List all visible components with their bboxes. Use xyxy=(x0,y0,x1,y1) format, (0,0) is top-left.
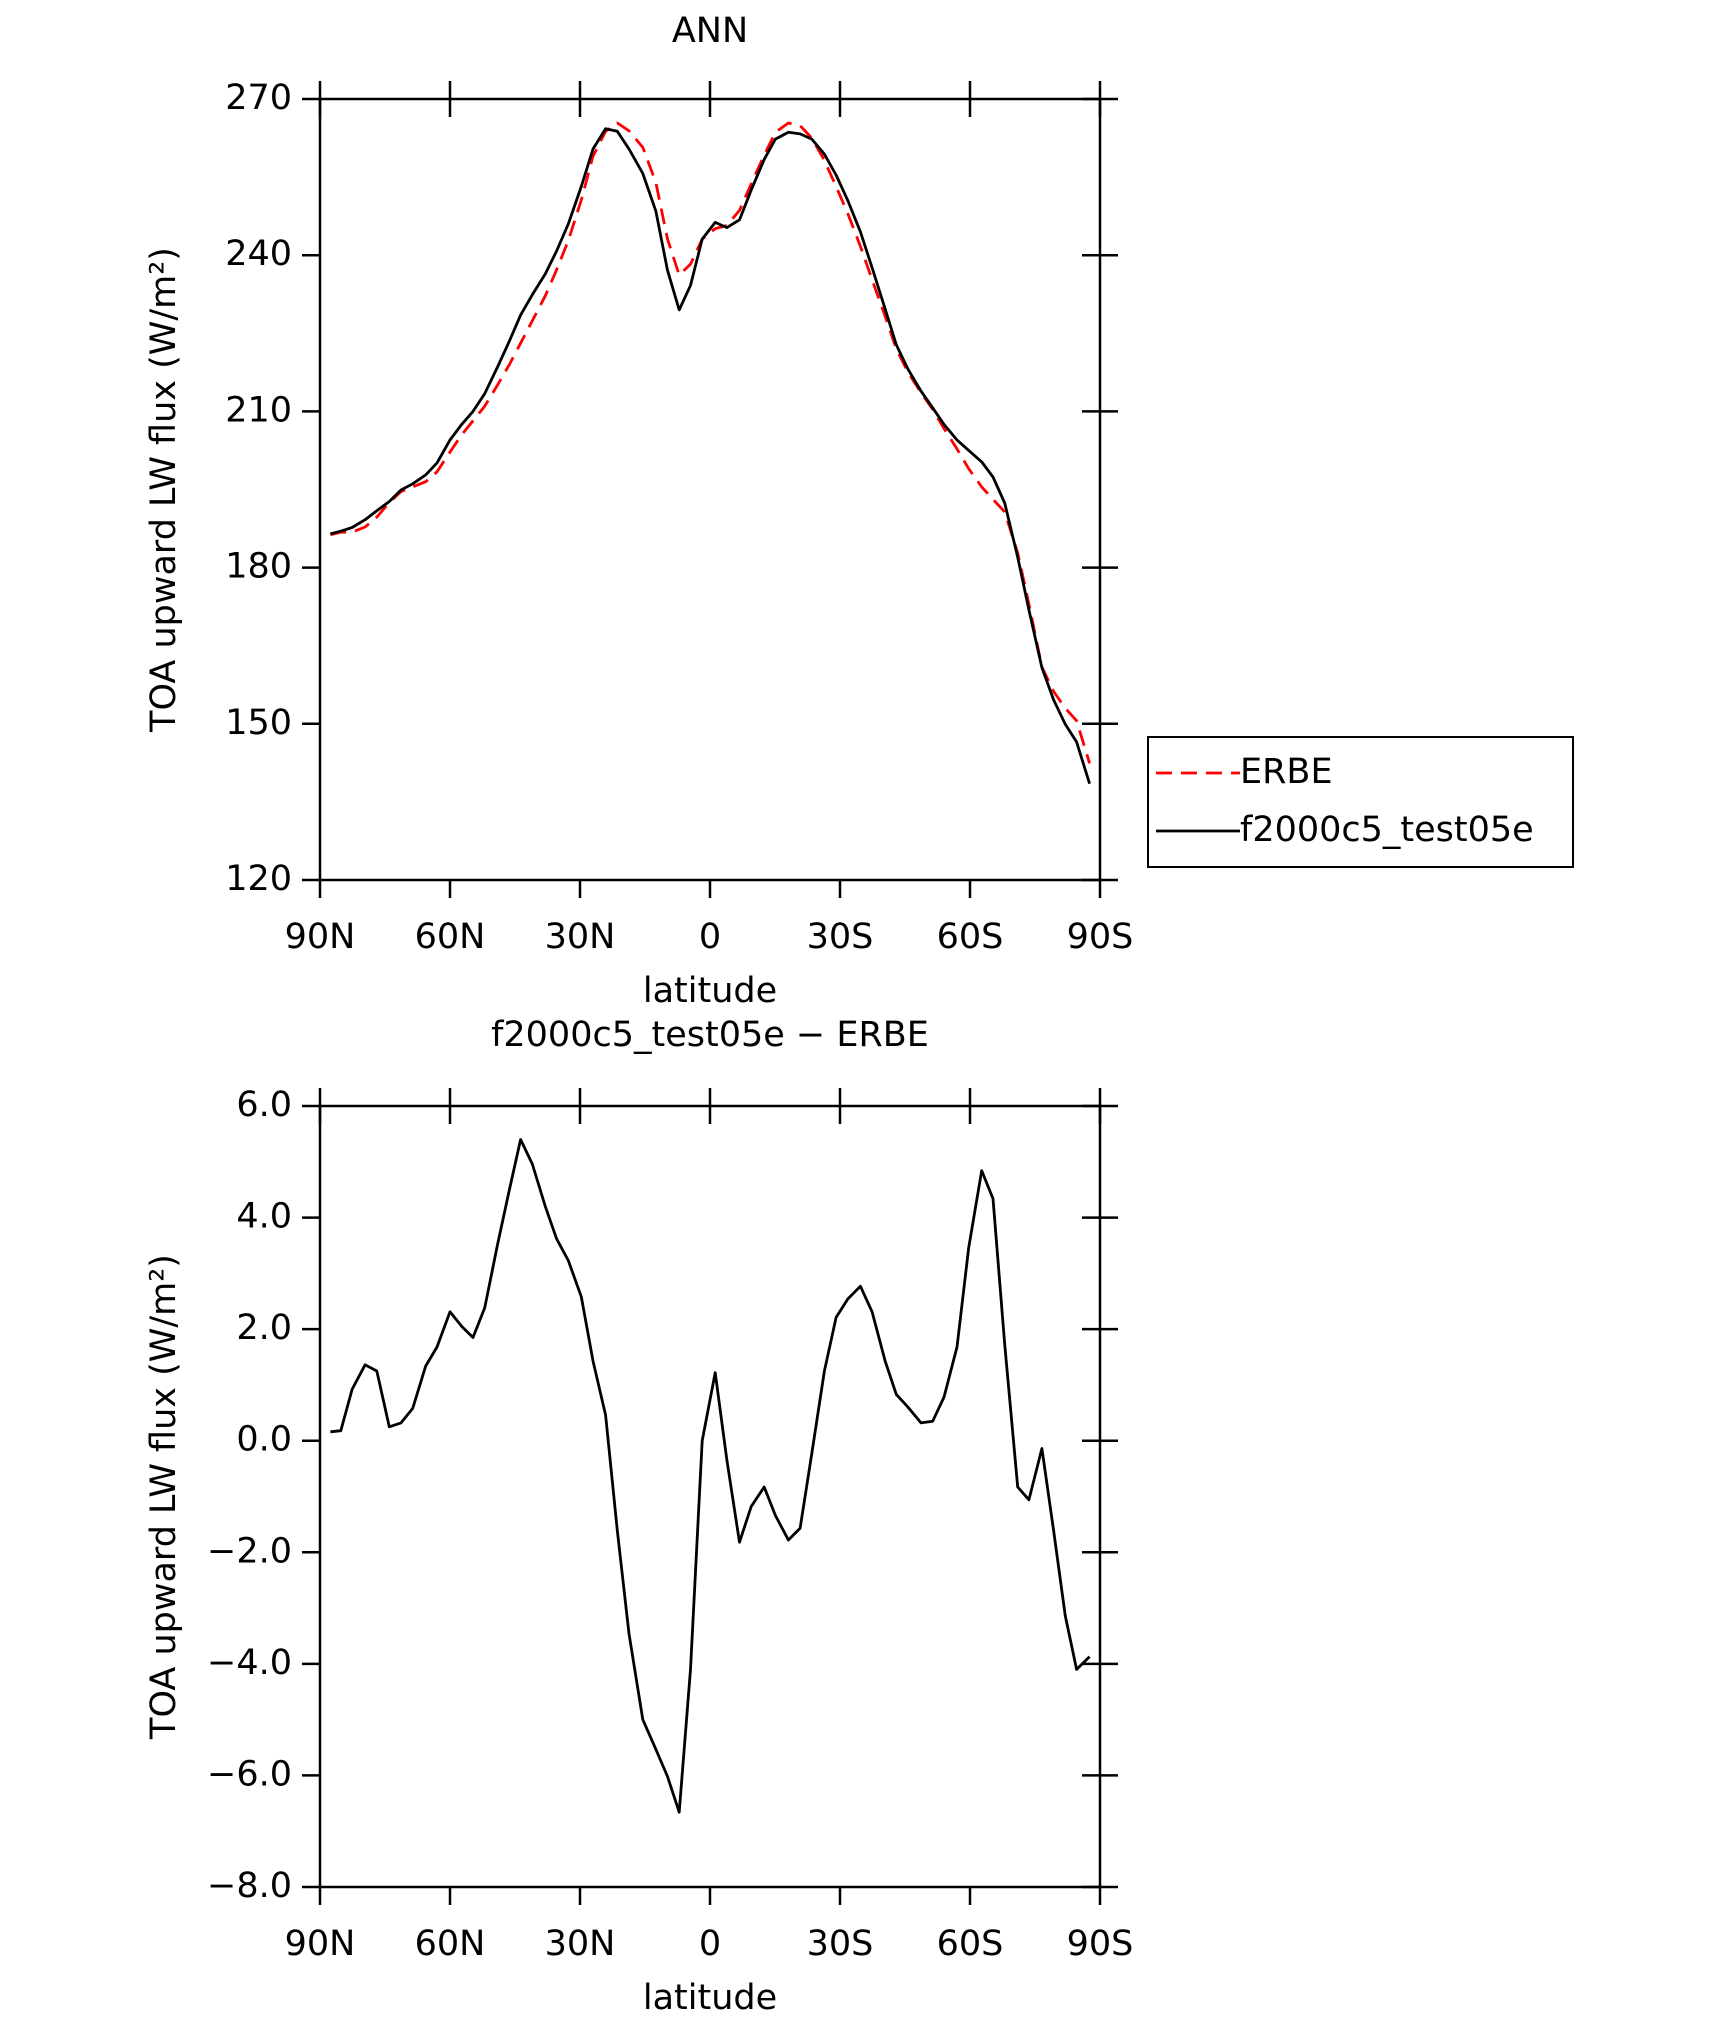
y-tick-label: 120 xyxy=(225,859,292,899)
y-tick-label: 0.0 xyxy=(236,1420,292,1460)
y-axis-label: TOA upward LW flux (W/m²) xyxy=(144,247,184,733)
data-line xyxy=(330,1138,1091,1814)
y-tick-label: −8.0 xyxy=(207,1866,292,1906)
y-tick-label: 2.0 xyxy=(236,1308,292,1348)
legend-box xyxy=(1147,736,1574,868)
y-tick-label: 210 xyxy=(225,390,292,430)
legend-label: f2000c5_test05e xyxy=(1240,810,1534,850)
y-axis-label: TOA upward LW flux (W/m²) xyxy=(144,1254,184,1740)
chart-title: f2000c5_test05e − ERBE xyxy=(491,1015,929,1055)
x-tick-label: 60S xyxy=(937,1924,1004,1964)
data-line xyxy=(330,127,1091,785)
legend-label: ERBE xyxy=(1240,752,1333,792)
x-tick-label: 90N xyxy=(285,917,356,957)
x-tick-label: 0 xyxy=(699,1924,721,1964)
chart-title: ANN xyxy=(672,11,748,51)
x-tick-label: 30S xyxy=(807,1924,874,1964)
x-axis-label: latitude xyxy=(643,1978,777,2018)
x-tick-label: 60N xyxy=(415,917,486,957)
x-tick-label: 30N xyxy=(545,1924,616,1964)
data-line xyxy=(330,121,1091,764)
x-tick-label: 60S xyxy=(937,917,1004,957)
y-tick-label: −6.0 xyxy=(207,1754,292,1794)
x-tick-label: 0 xyxy=(699,917,721,957)
x-tick-label: 60N xyxy=(415,1924,486,1964)
y-tick-label: 6.0 xyxy=(236,1085,292,1125)
plot-frame xyxy=(318,1104,1102,1889)
y-tick-label: −2.0 xyxy=(207,1531,292,1571)
x-tick-label: 30N xyxy=(545,917,616,957)
y-tick-label: 150 xyxy=(225,703,292,743)
x-tick-label: 90S xyxy=(1067,1924,1134,1964)
y-tick-label: 270 xyxy=(225,78,292,118)
x-axis-label: latitude xyxy=(643,971,777,1011)
x-tick-label: 30S xyxy=(807,917,874,957)
y-tick-label: 4.0 xyxy=(236,1197,292,1237)
x-tick-label: 90N xyxy=(285,1924,356,1964)
x-tick-label: 90S xyxy=(1067,917,1134,957)
y-tick-label: −4.0 xyxy=(207,1643,292,1683)
y-tick-label: 180 xyxy=(225,547,292,587)
y-tick-label: 240 xyxy=(225,234,292,274)
